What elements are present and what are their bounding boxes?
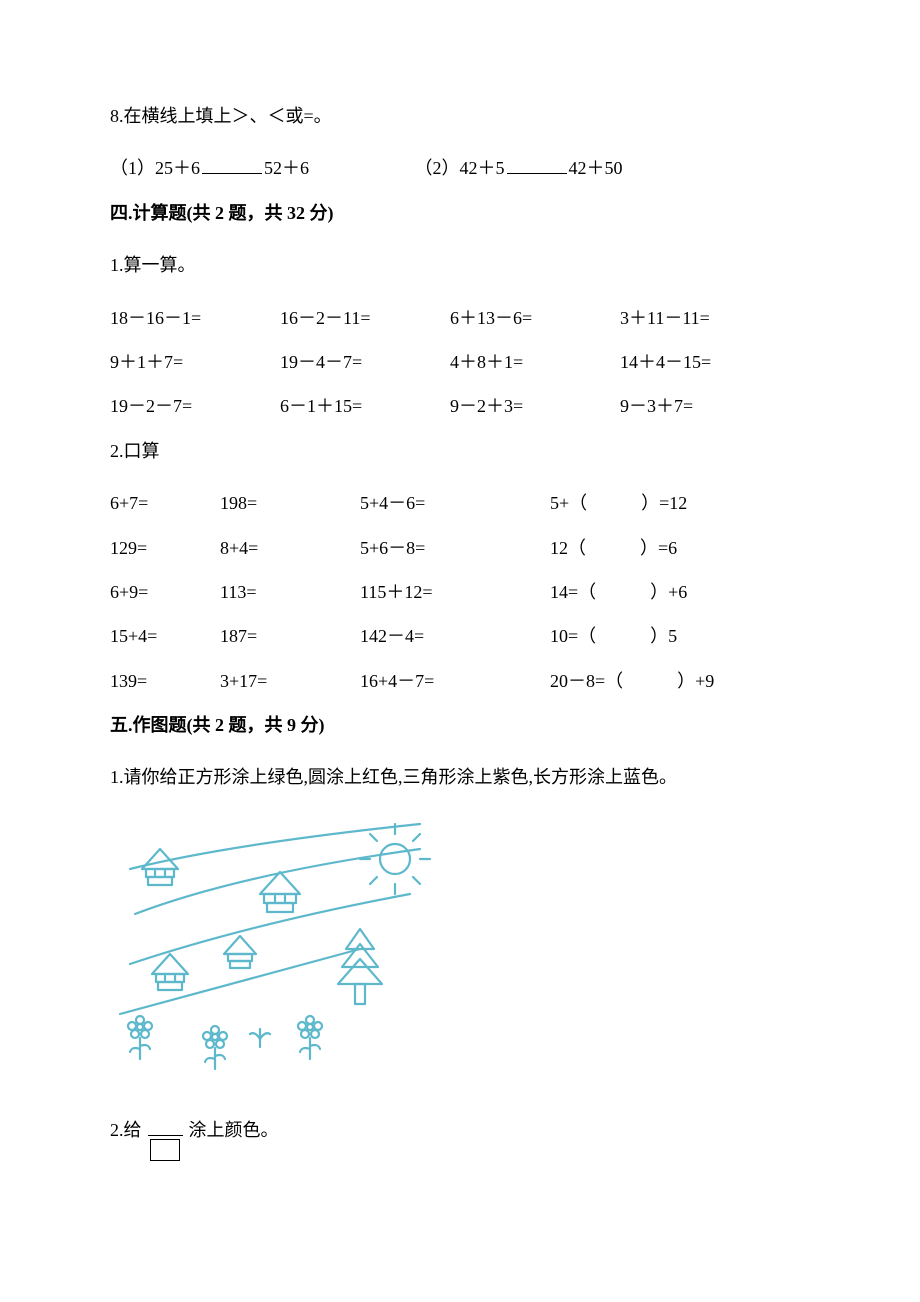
s4-q1-row1: 18－16－1= 16－2－11= 6＋13－6= 3＋11－11= bbox=[110, 302, 810, 334]
math-cell: 8+4= bbox=[220, 532, 360, 564]
section5-header: 五.作图题(共 2 题，共 9 分) bbox=[110, 709, 810, 741]
s4-q2-row4: 15+4= 187= 142－4= 10=（ ）5 bbox=[110, 620, 810, 652]
section4-header: 四.计算题(共 2 题，共 32 分) bbox=[110, 197, 810, 229]
math-cell: 129= bbox=[110, 532, 220, 564]
math-cell: 5+4－6= bbox=[360, 487, 550, 519]
math-cell: 115＋12= bbox=[360, 576, 550, 608]
s4-q2-prompt: 2.口算 bbox=[110, 435, 810, 467]
s4-q2-row3: 6+9= 113= 115＋12= 14=（ ）+6 bbox=[110, 576, 810, 608]
math-cell: 187= bbox=[220, 620, 360, 652]
math-cell: 19－4－7= bbox=[280, 346, 450, 378]
math-cell: 19－2－7= bbox=[110, 390, 280, 422]
math-cell: 12（ ）=6 bbox=[550, 532, 750, 564]
s5-q2-prefix: 2.给 bbox=[110, 1114, 142, 1146]
s5-q1-prompt: 1.请你给正方形涂上绿色,圆涂上红色,三角形涂上紫色,长方形涂上蓝色。 bbox=[110, 761, 810, 793]
math-cell: 16－2－11= bbox=[280, 302, 450, 334]
q8-p2-a: （2）42＋5 bbox=[415, 158, 505, 178]
math-cell: 15+4= bbox=[110, 620, 220, 652]
math-cell: 16+4－7= bbox=[360, 665, 550, 697]
math-cell: 142－4= bbox=[360, 620, 550, 652]
math-cell: 139= bbox=[110, 665, 220, 697]
s5-q2-suffix: 涂上颜色。 bbox=[189, 1114, 279, 1146]
math-cell: 20－8=（ ）+9 bbox=[550, 665, 750, 697]
math-cell: 198= bbox=[220, 487, 360, 519]
q8-blank-1[interactable] bbox=[202, 153, 262, 175]
s5-q2-line: 2.给 涂上颜色。 bbox=[110, 1114, 810, 1161]
math-cell: 5+（ ）=12 bbox=[550, 487, 750, 519]
math-cell: 9－2＋3= bbox=[450, 390, 620, 422]
q8-subquestions: （1）25＋6 52＋6 （2）42＋5 42＋50 bbox=[110, 152, 810, 184]
math-cell: 14＋4－15= bbox=[620, 346, 790, 378]
math-cell: 5+6－8= bbox=[360, 532, 550, 564]
q8-p1-a: （1）25＋6 bbox=[110, 158, 200, 178]
s4-q1-prompt: 1.算一算。 bbox=[110, 249, 810, 281]
math-cell: 14=（ ）+6 bbox=[550, 576, 750, 608]
math-cell: 18－16－1= bbox=[110, 302, 280, 334]
math-cell: 9－3＋7= bbox=[620, 390, 790, 422]
q8-prompt: 8.在横线上填上＞、＜或=。 bbox=[110, 100, 810, 132]
math-cell: 3+17= bbox=[220, 665, 360, 697]
s4-q1-row2: 9＋1＋7= 19－4－7= 4＋8＋1= 14＋4－15= bbox=[110, 346, 810, 378]
math-cell: 4＋8＋1= bbox=[450, 346, 620, 378]
math-cell: 3＋11－11= bbox=[620, 302, 790, 334]
s5-q1-figure bbox=[110, 814, 810, 1084]
math-cell: 6+9= bbox=[110, 576, 220, 608]
q8-blank-2[interactable] bbox=[507, 153, 567, 175]
s4-q2-row5: 139= 3+17= 16+4－7= 20－8=（ ）+9 bbox=[110, 665, 810, 697]
math-cell: 6－1＋15= bbox=[280, 390, 450, 422]
s5-q2-blank[interactable] bbox=[148, 1115, 183, 1137]
q8-p2-b: 42＋50 bbox=[569, 158, 623, 178]
s4-q2-row2: 129= 8+4= 5+6－8= 12（ ）=6 bbox=[110, 532, 810, 564]
q8-p1-b: 52＋6 bbox=[264, 158, 309, 178]
math-cell: 10=（ ）5 bbox=[550, 620, 750, 652]
s4-q2-row1: 6+7= 198= 5+4－6= 5+（ ）=12 bbox=[110, 487, 810, 519]
math-cell: 6＋13－6= bbox=[450, 302, 620, 334]
math-cell: 6+7= bbox=[110, 487, 220, 519]
rectangle-icon bbox=[150, 1139, 180, 1161]
s4-q1-row3: 19－2－7= 6－1＋15= 9－2＋3= 9－3＋7= bbox=[110, 390, 810, 422]
math-cell: 113= bbox=[220, 576, 360, 608]
math-cell: 9＋1＋7= bbox=[110, 346, 280, 378]
